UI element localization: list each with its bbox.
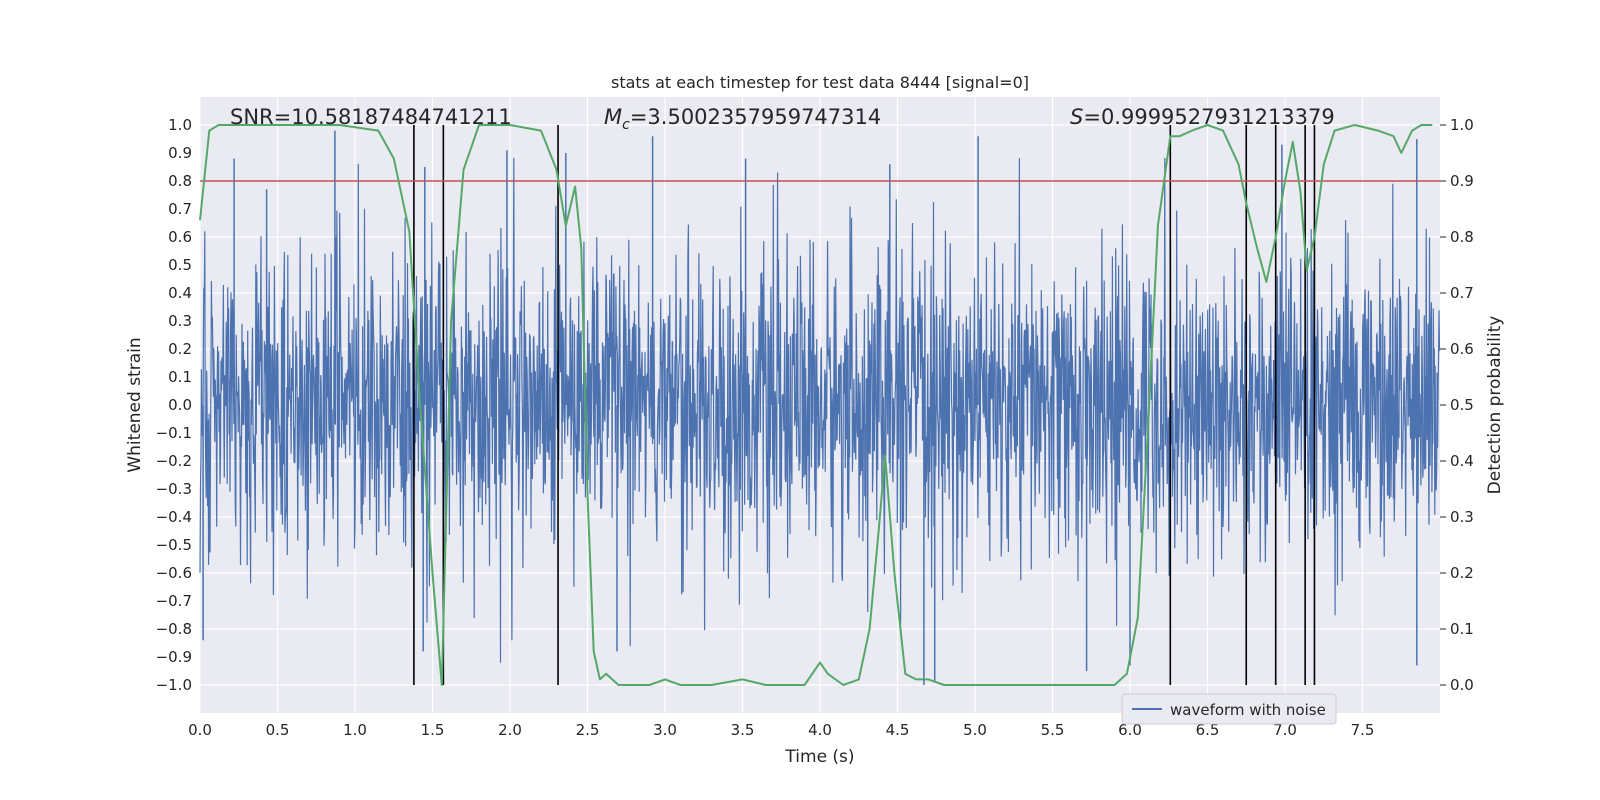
right-y-tick-label: 0.3 [1450,508,1474,526]
x-tick-label: 3.0 [653,721,677,739]
chart-title: stats at each timestep for test data 844… [611,73,1029,92]
left-y-tick-label: 0.5 [168,256,192,274]
right-y-axis-label: Detection probability [1485,316,1505,495]
left-y-tick-label: 0.7 [168,200,192,218]
x-tick-label: 2.0 [498,721,522,739]
legend-box [1121,693,1337,725]
x-tick-label: 1.5 [421,721,445,739]
right-y-tick-label: 0.0 [1450,676,1474,694]
right-y-tick-label: 0.2 [1450,564,1474,582]
x-tick-label: 3.5 [731,721,755,739]
left-y-tick-label: 0.0 [168,396,192,414]
x-tick-label: 0.5 [266,721,290,739]
waveform-with-noise-series [199,130,1441,685]
x-tick-label: 6.0 [1118,721,1142,739]
chirp-mass-annotation: Mc=3.5002357959747314 [604,105,881,133]
right-y-tick-label: 0.9 [1450,172,1474,190]
x-axis-label: Time (s) [784,747,854,767]
x-tick-label: 5.5 [1041,721,1065,739]
chirp-mass-value: =3.5002357959747314 [630,105,881,129]
left-y-tick-label: −0.2 [156,452,192,470]
probability-line [199,124,1433,686]
x-tick-label: 5.0 [963,721,987,739]
snr-annotation: SNR=10.58187484741211 [230,105,512,129]
left-y-tick-label: −1.0 [156,676,192,694]
left-y-tick-label: 0.9 [168,144,192,162]
legend-label: waveform with noise [1170,701,1326,719]
left-y-tick-label: −0.4 [156,508,192,526]
chirp-mass-symbol: M [604,105,622,129]
left-y-tick-label: 0.2 [168,340,192,358]
right-y-tick-label: 0.6 [1450,340,1474,358]
x-tick-label: 1.0 [343,721,367,739]
waveform-peaks [202,130,1418,685]
s-symbol: S [1070,105,1083,129]
s-annotation: S=0.9999527931213379 [1070,105,1335,129]
x-tick-label: 4.5 [886,721,910,739]
x-axis-ticks: 0.0 0.5 1.0 1.5 2.0 2.5 3.0 3.5 4.0 4.5 5.0 5.5 6.0 6… [188,721,1374,739]
x-tick-label: 2.5 [576,721,600,739]
detection-probability-series [199,124,1433,686]
right-y-tick-label: 0.4 [1450,452,1474,470]
right-y-axis-ticks: 1.0 0.9 0.8 0.7 0.6 0.5 0.4 0.3 0.2 0.1 0.0 [1440,116,1474,694]
x-tick-label: 7.5 [1351,721,1375,739]
left-y-tick-label: −0.7 [156,592,192,610]
right-y-tick-label: 0.1 [1450,620,1474,638]
left-y-tick-label: −0.6 [156,564,192,582]
left-y-tick-label: −0.1 [156,424,192,442]
left-y-tick-label: −0.5 [156,536,192,554]
left-y-tick-label: 0.4 [168,284,192,302]
x-tick-label: 0.0 [188,721,212,739]
right-y-tick-label: 0.8 [1450,228,1474,246]
left-y-axis-label: Whitened strain [125,337,145,472]
right-y-tick-label: 1.0 [1450,116,1474,134]
left-y-tick-label: −0.9 [156,648,192,666]
left-y-tick-label: 1.0 [168,116,192,134]
left-y-tick-label: 0.3 [168,312,192,330]
x-tick-label: 7.0 [1273,721,1297,739]
left-y-tick-label: 0.8 [168,172,192,190]
right-y-tick-label: 0.7 [1450,284,1474,302]
waveform-line [199,157,1441,663]
left-y-tick-label: −0.3 [156,480,192,498]
left-y-tick-label: −0.8 [156,620,192,638]
legend: waveform with noise [1121,693,1337,725]
right-y-tick-label: 0.5 [1450,396,1474,414]
chirp-mass-subscript: c [622,117,630,133]
s-value: =0.9999527931213379 [1083,105,1334,129]
x-tick-label: 6.5 [1196,721,1220,739]
left-y-axis-ticks: 1.0 0.9 0.8 0.7 0.6 0.5 0.4 0.3 0.2 0.1 0.0 −0.1 −0.… [156,116,192,694]
left-y-tick-label: 0.1 [168,368,192,386]
x-tick-label: 4.0 [808,721,832,739]
left-y-tick-label: 0.6 [168,228,192,246]
